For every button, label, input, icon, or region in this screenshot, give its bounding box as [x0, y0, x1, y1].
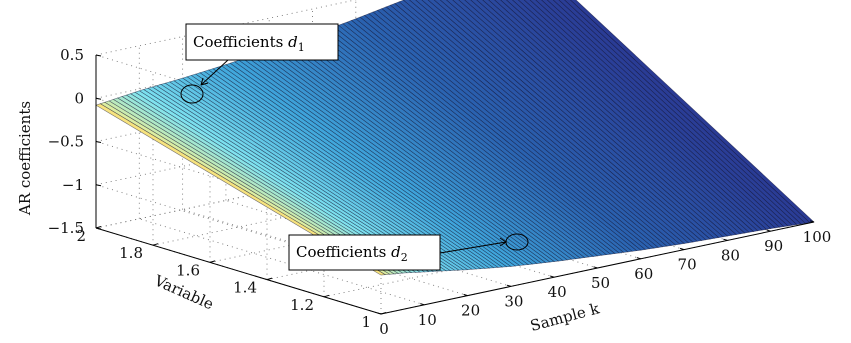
- z-tick-mark: [95, 141, 102, 143]
- x-tick-mark: [376, 312, 382, 315]
- x-tick-label: 10: [418, 311, 437, 329]
- y-tick-label: 2: [76, 227, 86, 245]
- y-tick-mark: [380, 312, 387, 315]
- x-tick-mark: [463, 293, 468, 297]
- z-tick-mark: [95, 184, 102, 187]
- y-tick-mark: [209, 260, 216, 263]
- surface-patch: [95, 103, 387, 276]
- y-tick-mark: [266, 277, 273, 281]
- tick-labels: 0 10 20 30 40 50 60 70 80 90 100 1 1.2 1.4 1.6 1.8 2−1.5…: [48, 46, 832, 338]
- x-tick-label: 80: [721, 246, 740, 264]
- surface: [95, 0, 815, 276]
- x-tick-label: 20: [461, 302, 480, 320]
- z-tick-mark: [95, 54, 102, 57]
- z-tick-label: 0.5: [60, 46, 84, 64]
- annotation-d2-box: [288, 234, 441, 271]
- y-tick-label: 1.2: [290, 296, 314, 314]
- z-tick-label: −0.5: [48, 133, 84, 151]
- annotation-d1: Coefficients d1: [180, 23, 339, 104]
- x-tick-label: 70: [678, 256, 697, 274]
- annotation-d2-arrowhead: [499, 237, 507, 247]
- x-tick-label: 40: [548, 283, 567, 301]
- x-tick-mark: [593, 266, 598, 269]
- annotation-d1-marker: [180, 84, 204, 104]
- annotation-d1-label: Coefficients d1: [193, 33, 305, 54]
- z-axis-title: AR coefficients: [16, 101, 34, 216]
- x-axis-title: Sample k: [528, 299, 602, 335]
- x-tick-mark: [679, 247, 685, 251]
- x-tick-mark: [723, 238, 728, 241]
- annotation-d1-arrowhead: [200, 77, 209, 86]
- annotation-d1-arrow: [200, 59, 229, 86]
- x-tick-label: 100: [803, 228, 832, 246]
- annotation-d1-box: [185, 23, 339, 61]
- y-tick-mark: [323, 294, 330, 298]
- z-tick-label: −1: [62, 176, 84, 194]
- z-tick-label: −1.5: [48, 219, 84, 237]
- y-tick-label: 1.6: [176, 261, 200, 279]
- x-tick-mark: [636, 257, 641, 260]
- x-tick-mark: [506, 284, 512, 287]
- x-tick-mark: [809, 220, 815, 223]
- annotation-d2-arrow: [439, 241, 507, 254]
- y-axis-line: [95, 227, 382, 315]
- z-tick-label: 0: [74, 89, 84, 107]
- x-tick-mark: [766, 229, 771, 232]
- annotation-d2-label: Coefficients d2: [296, 243, 408, 264]
- annotation-d2: Coefficients d2: [288, 233, 529, 271]
- x-tick-mark: [420, 303, 425, 306]
- y-tick-label: 1: [361, 313, 371, 331]
- x-tick-mark: [550, 275, 555, 278]
- x-tick-label: 50: [591, 274, 610, 292]
- z-tick-mark: [95, 227, 102, 230]
- y-tick-label: 1.4: [233, 279, 257, 297]
- x-tick-label: 0: [379, 320, 389, 338]
- axes: [95, 54, 815, 315]
- y-tick-mark: [152, 243, 159, 246]
- x-tick-label: 60: [634, 265, 653, 283]
- x-tick-label: 90: [764, 237, 783, 255]
- x-tick-label: 30: [504, 292, 523, 310]
- y-tick-label: 1.8: [119, 244, 143, 262]
- z-tick-mark: [95, 97, 102, 100]
